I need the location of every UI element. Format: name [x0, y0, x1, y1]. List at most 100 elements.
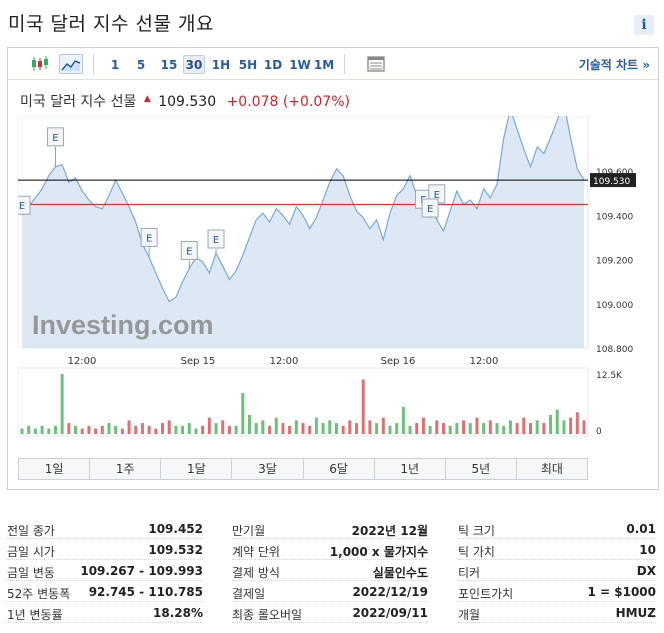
stat-row: 52주 변동폭 92.745 - 110.785	[7, 581, 203, 602]
x-axis-label: Sep 16	[381, 356, 416, 367]
event-marker-label: E	[213, 235, 219, 246]
stat-value: 18.28%	[153, 606, 203, 620]
volume-bar	[134, 425, 138, 434]
stats-column-2: 만기월 2022년 12월 계약 단위 1,000 x 물가지수 결제 방식 실물인수도 결…	[232, 518, 428, 623]
current-price-tag	[590, 173, 636, 188]
quote-line: 미국 달러 지수 선물 ▲ 109.530 +0.078 (+0.07%)	[20, 91, 350, 111]
range-option[interactable]: 5년	[446, 459, 517, 479]
stat-row: 금일 변동 109.267 - 109.993	[7, 560, 203, 581]
range-option[interactable]: 최대	[540, 462, 563, 476]
volume-bar	[33, 428, 37, 434]
range-selector: 1일 1주 1달 3달 6달 1년 5년 최대	[18, 458, 588, 480]
candlestick-chart-icon[interactable]	[28, 54, 52, 74]
range-option[interactable]: 6달	[304, 459, 375, 479]
stat-row: 결제일 2022/12/19	[232, 581, 428, 602]
stat-label: 전일 종가	[7, 524, 55, 538]
stat-label: 틱 크기	[458, 524, 495, 538]
x-axis-label: Sep 15	[181, 356, 216, 367]
stat-label: 포인트가치	[458, 587, 514, 601]
stat-label: 개월	[458, 608, 481, 622]
timeframe-1w[interactable]: 1W	[289, 58, 311, 72]
volume-bar	[234, 425, 238, 434]
volume-bar	[408, 425, 412, 434]
stat-row: 계약 단위 1,000 x 물가지수	[232, 539, 428, 560]
stat-value: 2022/12/19	[352, 585, 428, 599]
volume-bar	[381, 417, 385, 434]
volume-bar	[395, 423, 399, 434]
stat-value: 0.01	[626, 522, 656, 536]
volume-bar	[528, 423, 532, 434]
timeframe-1h[interactable]: 1H	[211, 58, 231, 72]
volume-bar	[120, 428, 124, 434]
volume-bar	[348, 420, 352, 434]
stat-value: 92.745 - 110.785	[88, 585, 203, 599]
event-marker-box	[140, 227, 158, 247]
volume-bar	[415, 423, 419, 434]
volume-bar	[74, 425, 78, 434]
timeframe-1m[interactable]: 1M	[313, 58, 335, 72]
volume-bar	[421, 417, 425, 434]
volume-bar	[301, 423, 305, 434]
range-option[interactable]: 1일	[19, 459, 91, 479]
stat-value: DX	[636, 564, 656, 578]
timeframe-1[interactable]: 1	[110, 58, 120, 72]
volume-bar	[100, 425, 104, 434]
volume-bar	[167, 420, 171, 434]
price-up-arrow-icon: ▲	[143, 94, 151, 104]
last-price: 109.530	[158, 94, 217, 110]
volume-bar	[502, 425, 506, 434]
stat-label: 금일 시가	[7, 545, 55, 559]
area-chart-icon[interactable]	[59, 54, 83, 74]
volume-bar	[47, 428, 51, 434]
volume-bar	[582, 420, 586, 434]
timeframe-1d[interactable]: 1D	[263, 58, 283, 72]
range-option[interactable]: 3달	[232, 459, 304, 479]
volume-bar	[455, 423, 459, 434]
volume-bar	[435, 420, 439, 434]
volume-bar	[562, 420, 566, 434]
y-axis-label: 109.200	[596, 257, 633, 267]
info-icon[interactable]: i	[634, 15, 654, 35]
toolbar-divider	[93, 54, 94, 74]
technical-chart-link[interactable]: 기술적 차트 »	[578, 58, 650, 72]
stat-row: 금일 시가 109.532	[7, 539, 203, 560]
range-option[interactable]: 1주	[90, 459, 162, 479]
volume-bar	[281, 423, 285, 434]
stat-row: 개월 HMUZ	[458, 602, 656, 623]
volume-axis-label: 0	[596, 427, 602, 437]
toolbar-divider	[344, 54, 345, 74]
volume-bar	[221, 420, 225, 434]
stat-value: 109.452	[148, 522, 203, 536]
range-option[interactable]: 1년	[375, 459, 446, 479]
price-chart[interactable]: Investing.com109.600109.400109.200109.00…	[18, 116, 648, 454]
volume-bar	[140, 423, 144, 434]
volume-bar	[67, 423, 71, 434]
event-marker-box	[180, 240, 198, 260]
volume-bar	[60, 374, 64, 434]
volume-bar	[522, 417, 526, 434]
timeframe-5h[interactable]: 5H	[238, 58, 258, 72]
volume-bar	[20, 428, 24, 434]
timeframe-30[interactable]: 30	[183, 55, 205, 74]
timeframe-15[interactable]: 15	[160, 58, 178, 72]
volume-bar	[355, 423, 359, 434]
table-view-icon[interactable]	[364, 54, 388, 74]
stat-label: 1년 변동률	[7, 608, 63, 622]
volume-bar	[261, 420, 265, 434]
event-marker-box	[46, 127, 64, 147]
volume-bar	[154, 428, 158, 434]
event-marker-label: E	[52, 133, 58, 144]
volume-bar	[53, 425, 57, 434]
volume-bar	[462, 420, 466, 434]
volume-bar	[575, 412, 579, 434]
event-marker-label: E	[146, 233, 152, 244]
range-option[interactable]: 1달	[161, 459, 233, 479]
stats-column-3: 틱 크기 0.01 틱 가치 10 티커 DX 포인트가치 1 = $1000 개월 HMUZ	[458, 518, 656, 623]
stat-row: 틱 가치 10	[458, 539, 656, 560]
x-axis-label: 12:00	[470, 356, 499, 367]
volume-bar	[207, 417, 211, 434]
volume-bar	[368, 420, 372, 434]
timeframe-5[interactable]: 5	[136, 58, 146, 72]
volume-bar	[401, 406, 405, 434]
volume-bar	[147, 425, 151, 434]
